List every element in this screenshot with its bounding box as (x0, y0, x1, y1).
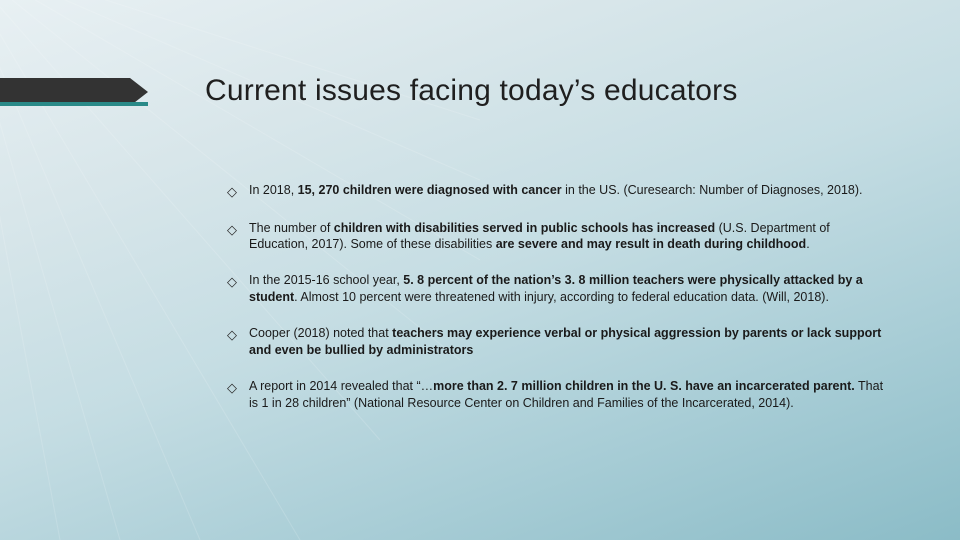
bullet-marker-icon: ◇ (227, 273, 249, 291)
bullet-marker-icon: ◇ (227, 326, 249, 344)
bullet-item: ◇In the 2015-16 school year, 5. 8 percen… (227, 272, 887, 306)
bullet-text: In 2018, 15, 270 children were diagnosed… (249, 182, 887, 199)
bullet-text: The number of children with disabilities… (249, 220, 887, 254)
bullet-marker-icon: ◇ (227, 183, 249, 201)
bullet-item: ◇Cooper (2018) noted that teachers may e… (227, 325, 887, 359)
bullet-item: ◇In 2018, 15, 270 children were diagnose… (227, 182, 887, 201)
bullet-text: A report in 2014 revealed that “…more th… (249, 378, 887, 412)
bullet-marker-icon: ◇ (227, 379, 249, 397)
bullet-item: ◇The number of children with disabilitie… (227, 220, 887, 254)
bullet-text: In the 2015-16 school year, 5. 8 percent… (249, 272, 887, 306)
bullet-list: ◇In 2018, 15, 270 children were diagnose… (227, 182, 887, 431)
bullet-item: ◇A report in 2014 revealed that “…more t… (227, 378, 887, 412)
bullet-text: Cooper (2018) noted that teachers may ex… (249, 325, 887, 359)
header-accent-line (0, 102, 148, 106)
bullet-marker-icon: ◇ (227, 221, 249, 239)
slide-title: Current issues facing today’s educators (205, 74, 738, 108)
